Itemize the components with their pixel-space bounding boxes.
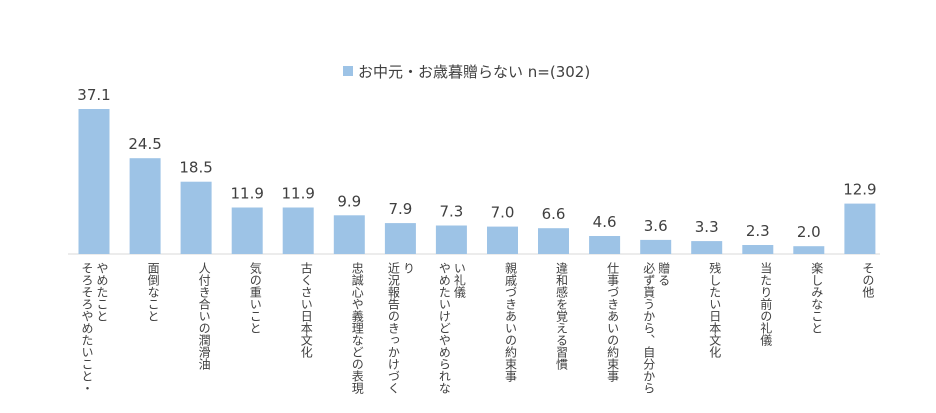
data-label: 9.9	[337, 192, 361, 210]
data-label: 6.6	[542, 205, 566, 223]
category-label: 必ず貰うから、自分から	[642, 262, 656, 394]
data-label: 2.0	[797, 223, 821, 241]
data-label: 37.1	[77, 86, 110, 104]
data-label: 12.9	[843, 181, 876, 199]
data-label: 24.5	[128, 135, 161, 153]
bar	[742, 245, 774, 254]
bar	[78, 109, 110, 254]
category-label: 近況報告のきっかけづく	[386, 262, 400, 394]
bar	[231, 207, 263, 254]
bar	[435, 225, 467, 254]
bar	[691, 241, 723, 254]
data-label: 11.9	[281, 185, 314, 203]
category-label: そろそろやめたいこと・	[80, 262, 94, 394]
bar	[844, 203, 876, 254]
category-label: その他	[861, 262, 875, 298]
data-label: 11.9	[230, 185, 263, 203]
category-label: 楽しみなこと	[810, 262, 824, 334]
category-label: 気の重いこと	[248, 261, 262, 334]
bar	[129, 158, 161, 254]
bar	[333, 215, 365, 254]
data-label: 4.6	[593, 213, 617, 231]
data-label: 7.0	[491, 204, 515, 222]
bar	[793, 246, 825, 254]
category-label: 残したい日本文化	[708, 262, 722, 359]
data-label: 18.5	[179, 159, 212, 177]
category-label: い礼儀	[452, 262, 466, 298]
category-label: 違和感を覚える習慣	[555, 262, 569, 371]
bar	[640, 239, 672, 254]
category-label: 当たり前の礼儀	[759, 262, 773, 346]
data-label: 7.9	[388, 200, 412, 218]
bar	[384, 223, 416, 254]
category-label: 古くさい日本文化	[299, 261, 313, 359]
category-label: 忠誠心や義理などの表現	[350, 262, 364, 394]
legend-label: お中元・お歳暮贈らない n=(302)	[358, 63, 590, 81]
legend-swatch	[343, 66, 353, 76]
category-label: り	[401, 262, 415, 274]
data-label: 3.6	[644, 217, 668, 235]
category-label: 人付き合いの潤滑油	[197, 262, 211, 370]
category-label: 親戚づきあいの約束事	[504, 262, 518, 382]
data-label: 3.3	[695, 218, 719, 236]
legend: お中元・お歳暮贈らない n=(302)	[343, 63, 590, 81]
data-label: 2.3	[746, 222, 770, 240]
category-label: やめたいけどやめられな	[437, 262, 451, 394]
category-label: やめたこと	[95, 262, 109, 322]
category-label: 面倒なこと	[146, 262, 160, 322]
category-label: 仕事づきあいの約束事	[606, 262, 620, 382]
bar	[487, 226, 518, 254]
bar	[589, 236, 621, 254]
bar	[180, 181, 212, 254]
data-label: 7.3	[439, 203, 463, 221]
bar	[538, 228, 569, 254]
bar	[282, 207, 314, 254]
category-label: 贈る	[657, 261, 671, 286]
